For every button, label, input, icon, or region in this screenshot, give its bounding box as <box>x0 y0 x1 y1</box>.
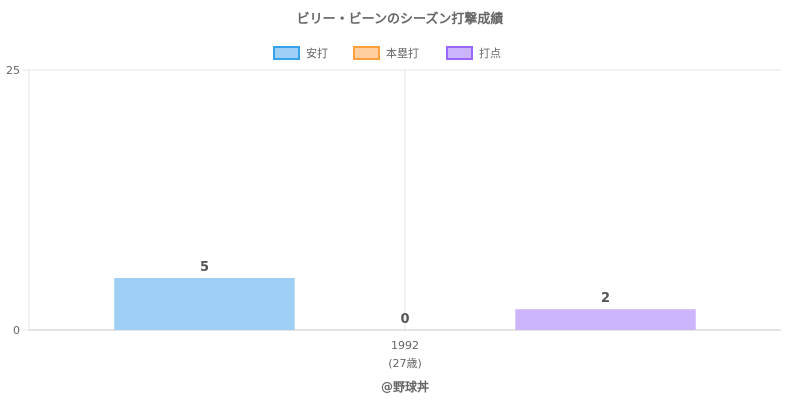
x-axis: 1992 (27歳) <box>388 339 422 370</box>
legend: 安打 本塁打 打点 <box>273 46 501 60</box>
legend-label: 打点 <box>479 46 501 60</box>
data-label: 5 <box>200 260 209 275</box>
bar <box>515 309 696 330</box>
legend-swatch <box>353 46 380 60</box>
credit-label: @野球丼 <box>381 379 429 394</box>
legend-label: 安打 <box>306 46 328 60</box>
data-label: 0 <box>400 312 409 327</box>
data-labels: 5 0 2 <box>200 260 610 327</box>
y-axis: 0 25 <box>6 64 29 337</box>
legend-swatch <box>273 46 300 60</box>
y-tick-label: 25 <box>6 64 20 77</box>
bars <box>114 278 696 330</box>
legend-swatch <box>446 46 473 60</box>
bar <box>114 278 295 330</box>
chart-title: ビリー・ビーンのシーズン打撃成績 <box>297 11 504 27</box>
x-tick-sublabel: (27歳) <box>388 357 422 370</box>
x-tick-label: 1992 <box>391 339 419 352</box>
data-label: 2 <box>601 291 610 306</box>
y-tick-label: 0 <box>13 324 20 337</box>
legend-label: 本塁打 <box>386 46 419 60</box>
